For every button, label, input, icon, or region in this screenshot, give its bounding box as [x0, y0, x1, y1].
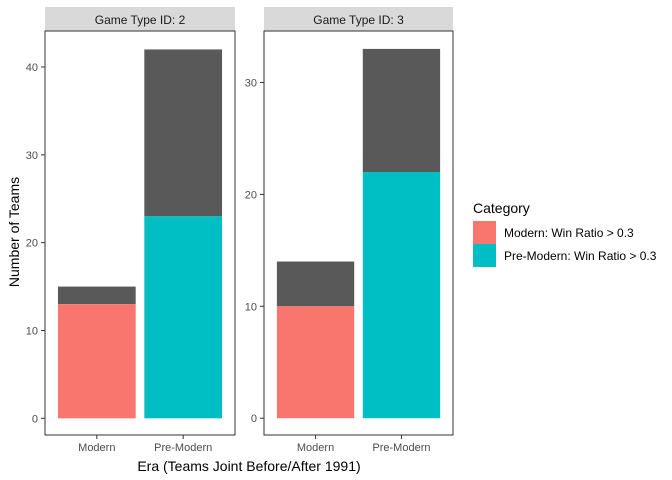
- x-axis-title: Era (Teams Joint Before/After 1991): [137, 458, 360, 474]
- y-tick-label: 10: [245, 301, 257, 313]
- y-tick-label: 0: [251, 413, 257, 425]
- bar-remainder-modern: [57, 286, 136, 305]
- bar-highlight-pre-modern: [144, 216, 223, 419]
- strip-label: Game Type ID: 3: [313, 13, 404, 27]
- bar-remainder-modern: [276, 261, 355, 307]
- strip-background: [45, 7, 235, 31]
- x-axis: Modern Pre-Modern: [78, 435, 212, 454]
- x-axis: Modern Pre-Modern: [297, 435, 430, 454]
- x-tick-label: Modern: [297, 442, 334, 454]
- y-tick-label: 10: [26, 325, 38, 337]
- strip-label: Game Type ID: 2: [95, 13, 186, 27]
- x-tick-label: Pre-Modern: [372, 442, 430, 454]
- panel-bars: [276, 48, 441, 419]
- legend-label-modern: Modern: Win Ratio > 0.3: [504, 226, 634, 240]
- legend-swatch-pre-modern: [473, 244, 496, 267]
- y-axis: 0 10 20 30: [245, 77, 264, 425]
- bar-highlight-modern: [57, 304, 136, 419]
- y-tick-label: 20: [245, 189, 257, 201]
- bar-highlight-pre-modern: [362, 172, 441, 419]
- panel-bars: [57, 49, 223, 419]
- legend: Category Modern: Win Ratio > 0.3 Pre-Mod…: [473, 200, 657, 267]
- panel-game-type-3: Game Type ID: 3 0 10 20 30 Modern Pre-Modern: [245, 7, 454, 454]
- y-tick-label: 0: [32, 413, 38, 425]
- legend-swatch-modern: [473, 221, 496, 244]
- y-tick-label: 20: [26, 238, 38, 250]
- y-tick-label: 40: [26, 62, 38, 74]
- legend-title: Category: [473, 200, 530, 216]
- panel-game-type-2: Game Type ID: 2 0 10 20 30 40 Modern Pre-Mode…: [26, 7, 236, 454]
- bar-highlight-modern: [276, 306, 355, 419]
- y-axis: 0 10 20 30 40: [26, 62, 45, 425]
- bar-remainder-pre-modern: [362, 48, 441, 173]
- strip-background: [264, 7, 453, 31]
- legend-label-pre-modern: Pre-Modern: Win Ratio > 0.3: [504, 249, 657, 263]
- y-axis-title: Number of Teams: [6, 177, 22, 287]
- y-tick-label: 30: [245, 77, 257, 89]
- bar-remainder-pre-modern: [144, 49, 223, 217]
- x-tick-label: Pre-Modern: [154, 442, 212, 454]
- y-tick-label: 30: [26, 150, 38, 162]
- x-tick-label: Modern: [78, 442, 115, 454]
